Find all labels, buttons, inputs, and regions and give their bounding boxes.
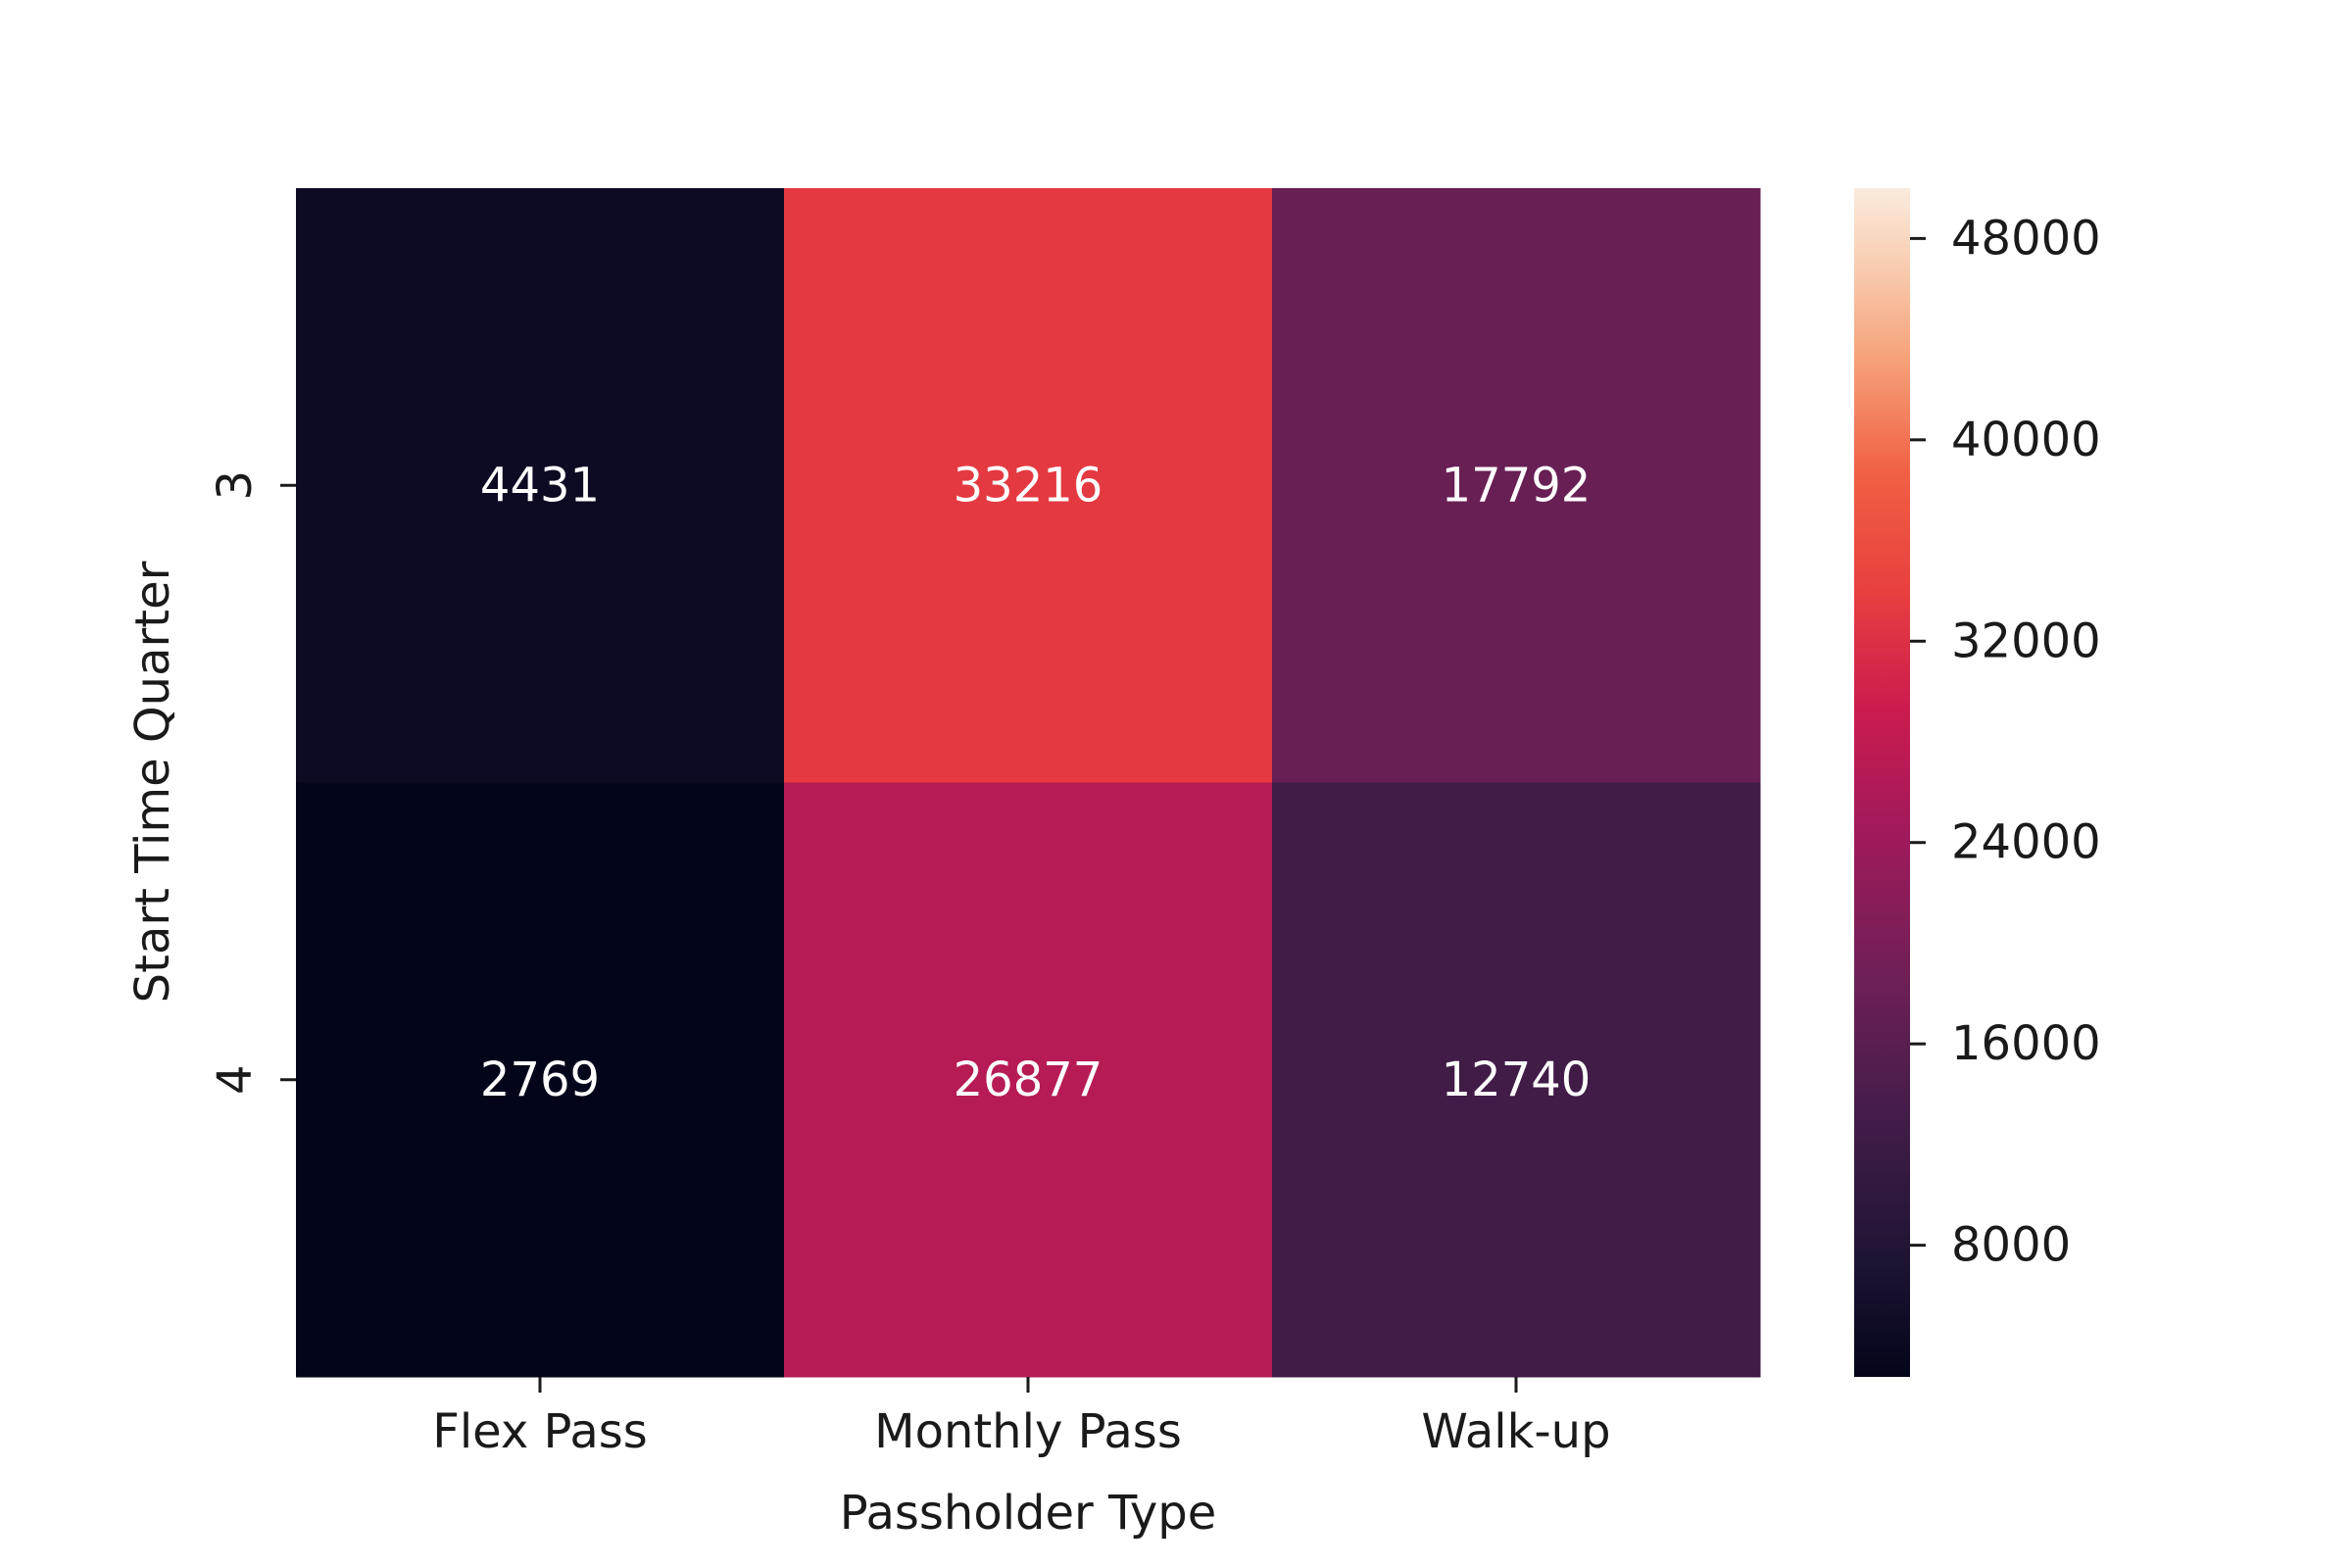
colorbar-ticks: 8000 16000 24000 32000 40000 48000 (1910, 211, 2101, 1273)
x-tick-label: Monthly Pass (874, 1404, 1182, 1459)
colorbar-tick-label: 24000 (1951, 815, 2101, 870)
colorbar (1854, 188, 1910, 1377)
heatmap-cell-r0-c1 (784, 188, 1273, 783)
x-axis: Flex Pass Monthly Pass Walk-up (432, 1377, 1611, 1459)
cell-value-label: 2769 (480, 1053, 600, 1107)
heatmap-cell-labels: 4431 33216 17792 2769 26877 12740 (480, 458, 1591, 1107)
colorbar-tick-label: 16000 (1951, 1016, 2101, 1071)
colorbar-tick-label: 32000 (1951, 613, 2101, 668)
heatmap-cell-r1-c1 (784, 782, 1273, 1378)
x-tick-label: Walk-up (1421, 1404, 1610, 1459)
colorbar-tick-label: 40000 (1951, 413, 2101, 467)
y-tick-label: 3 (208, 470, 263, 501)
x-axis-title: Passholder Type (840, 1486, 1217, 1541)
cell-value-label: 17792 (1442, 458, 1592, 513)
colorbar-tick-label: 48000 (1951, 211, 2101, 266)
heatmap-cell-r0-c0 (296, 188, 785, 783)
colorbar-tick-label: 8000 (1951, 1218, 2071, 1273)
y-axis-title: Start Time Quarter (125, 561, 180, 1003)
cell-value-label: 26877 (954, 1053, 1103, 1107)
cell-value-label: 4431 (480, 458, 600, 513)
x-tick-label: Flex Pass (432, 1404, 648, 1459)
y-tick-label: 4 (208, 1064, 263, 1095)
heatmap-cell-r1-c2 (1272, 782, 1761, 1378)
y-axis: 34 (208, 470, 296, 1095)
heatmap-cell-r1-c0 (296, 782, 785, 1378)
cell-value-label: 12740 (1442, 1053, 1592, 1107)
heatmap-cell-r0-c2 (1272, 188, 1761, 783)
heatmap-cells (296, 188, 1761, 1378)
cell-value-label: 33216 (954, 458, 1103, 513)
